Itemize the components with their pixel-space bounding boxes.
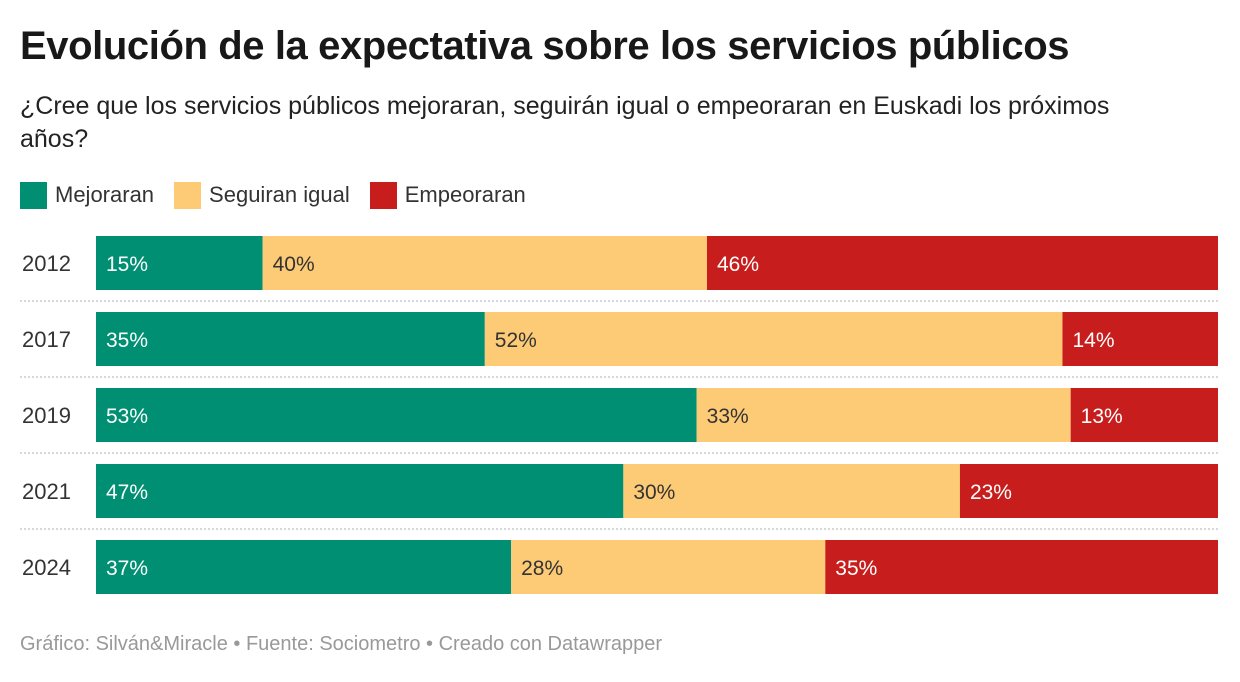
legend-item-empeoraran: Empeoraran: [369, 181, 526, 209]
bar-mejoraran-2019: [96, 388, 697, 442]
legend-swatch-mejoraran: [20, 181, 47, 209]
row-label-2024: 2024: [22, 555, 71, 580]
bar-mejoraran-2021: [96, 464, 624, 518]
bar-mejoraran-2017: [96, 312, 485, 366]
bar-empeoraran-2021: [959, 464, 1218, 518]
data-label-mejoraran-2019: 53%: [106, 405, 148, 428]
chart-title: Evolución de la expectativa sobre los se…: [20, 24, 1070, 68]
data-label-seguiran-igual-2019: 33%: [707, 405, 749, 428]
bar-seguiran-igual-2017: [484, 312, 1063, 366]
data-label-empeoraran-2012: 46%: [717, 253, 759, 276]
legend-swatch-seguiran-igual: [174, 181, 202, 209]
bar-empeoraran-2012: [706, 236, 1218, 290]
data-label-mejoraran-2017: 35%: [106, 329, 148, 352]
legend-label-seguiran-igual: Seguiran igual: [209, 182, 350, 207]
row-label-2021: 2021: [22, 479, 71, 504]
bar-seguiran-igual-2019: [696, 388, 1071, 442]
legend: Mejoraran Seguiran igual Empeoraran: [20, 180, 546, 210]
row-label-2017: 2017: [22, 327, 71, 352]
data-label-mejoraran-2021: 47%: [106, 481, 148, 504]
data-label-seguiran-igual-2021: 30%: [633, 481, 675, 504]
chart-subtitle: ¿Cree que los servicios públicos mejorar…: [20, 92, 1110, 153]
data-label-seguiran-igual-2017: 52%: [495, 329, 537, 352]
data-label-empeoraran-2017: 14%: [1072, 329, 1114, 352]
stacked-bar-chart: 2012 15% 40% 46% 2017 35% 52% 14% 2019 53% 33% 13% 2…: [20, 236, 1218, 594]
bar-seguiran-igual-2021: [623, 464, 960, 518]
row-label-2012: 2012: [22, 251, 71, 276]
data-label-empeoraran-2021: 23%: [970, 481, 1012, 504]
data-label-seguiran-igual-2024: 28%: [521, 557, 563, 580]
data-label-mejoraran-2024: 37%: [106, 557, 148, 580]
data-label-empeoraran-2019: 13%: [1081, 405, 1123, 428]
row-label-2019: 2019: [22, 403, 71, 428]
bar-mejoraran-2024: [96, 540, 512, 594]
chart-footer: Gráfico: Silván&Miracle • Fuente: Sociom…: [20, 633, 663, 655]
data-label-seguiran-igual-2012: 40%: [273, 253, 315, 276]
legend-label-mejoraran: Mejoraran: [55, 182, 155, 207]
bar-mejoraran-2012: [96, 236, 263, 290]
bar-empeoraran-2019: [1070, 388, 1218, 442]
bar-seguiran-igual-2012: [262, 236, 707, 290]
legend-swatch-empeoraran: [369, 181, 397, 209]
legend-item-seguiran-igual: Seguiran igual: [174, 181, 350, 209]
legend-label-empeoraran: Empeoraran: [404, 182, 526, 207]
legend-item-mejoraran: Mejoraran: [20, 181, 155, 209]
bar-empeoraran-2024: [825, 540, 1218, 594]
bar-empeoraran-2017: [1062, 312, 1218, 366]
data-label-mejoraran-2012: 15%: [106, 253, 148, 276]
bar-seguiran-igual-2024: [511, 540, 826, 594]
data-label-empeoraran-2024: 35%: [835, 557, 877, 580]
